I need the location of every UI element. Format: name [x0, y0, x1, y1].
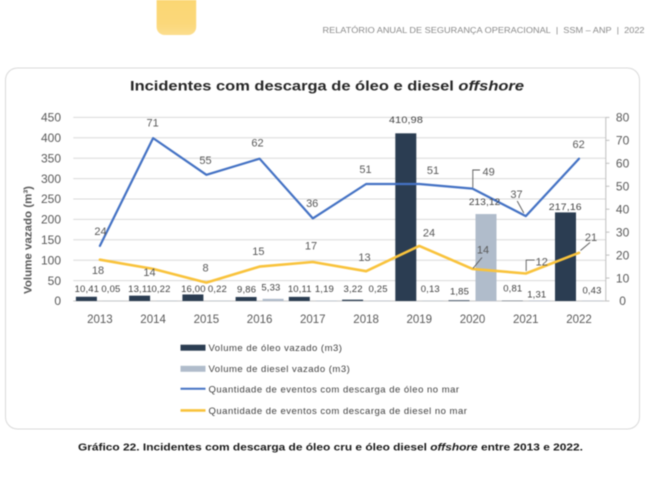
svg-text:37: 37: [510, 189, 522, 201]
svg-text:21: 21: [585, 232, 597, 244]
svg-text:2014: 2014: [140, 314, 166, 326]
svg-text:2020: 2020: [460, 314, 486, 326]
svg-text:62: 62: [251, 138, 263, 150]
svg-text:5,33: 5,33: [261, 283, 280, 294]
svg-text:2018: 2018: [353, 314, 379, 326]
svg-text:2019: 2019: [407, 314, 433, 326]
svg-text:8: 8: [202, 263, 208, 275]
svg-text:40: 40: [616, 202, 630, 216]
svg-text:0,22: 0,22: [208, 284, 227, 295]
svg-text:0,13: 0,13: [421, 284, 440, 295]
svg-text:250: 250: [41, 192, 61, 206]
svg-text:24: 24: [94, 226, 106, 238]
svg-text:24: 24: [423, 228, 435, 240]
svg-text:60: 60: [616, 157, 630, 171]
svg-text:10,11: 10,11: [288, 284, 312, 295]
svg-text:71: 71: [146, 118, 158, 130]
svg-text:2017: 2017: [300, 314, 326, 326]
svg-text:18: 18: [92, 265, 104, 277]
svg-text:14: 14: [143, 267, 155, 279]
svg-text:3,22: 3,22: [344, 284, 363, 295]
svg-text:1,31: 1,31: [527, 289, 546, 300]
svg-text:20: 20: [616, 248, 630, 262]
svg-text:80: 80: [616, 111, 630, 125]
svg-text:213,12: 213,12: [469, 197, 501, 208]
svg-text:62: 62: [572, 139, 584, 151]
svg-text:55: 55: [199, 155, 211, 167]
svg-text:2016: 2016: [247, 314, 273, 326]
svg-text:400: 400: [41, 131, 61, 145]
svg-text:2013: 2013: [87, 314, 113, 326]
svg-text:300: 300: [41, 172, 61, 186]
svg-text:2021: 2021: [513, 314, 539, 326]
svg-text:RELATÓRIO ANUAL DE SEGURANÇA O: RELATÓRIO ANUAL DE SEGURANÇA OPERACIONAL…: [323, 25, 645, 35]
svg-text:Quantidade de eventos com desc: Quantidade de eventos com descarga de ól…: [209, 384, 460, 395]
svg-text:150: 150: [41, 233, 61, 247]
svg-text:0: 0: [54, 294, 61, 308]
svg-text:Incidentes com descarga de óle: Incidentes com descarga de óleo e diesel…: [130, 78, 525, 93]
svg-text:0,25: 0,25: [369, 284, 388, 295]
svg-text:16,00: 16,00: [181, 284, 206, 295]
svg-text:Volume vazado (m³): Volume vazado (m³): [23, 186, 35, 294]
svg-text:1,19: 1,19: [315, 284, 334, 295]
svg-text:450: 450: [41, 111, 61, 125]
svg-text:10: 10: [616, 271, 630, 285]
svg-text:13,11: 13,11: [128, 284, 152, 295]
svg-text:2015: 2015: [194, 314, 220, 326]
svg-text:36: 36: [306, 198, 318, 210]
svg-text:13: 13: [358, 252, 370, 264]
svg-text:17: 17: [305, 241, 317, 253]
svg-text:1,85: 1,85: [450, 287, 469, 298]
svg-text:51: 51: [359, 164, 371, 176]
svg-text:51: 51: [427, 165, 439, 177]
svg-text:49: 49: [482, 167, 494, 179]
svg-text:217,16: 217,16: [549, 202, 582, 213]
svg-text:9,86: 9,86: [237, 284, 256, 295]
svg-text:0,43: 0,43: [582, 285, 601, 296]
svg-text:0,05: 0,05: [101, 284, 120, 295]
svg-text:70: 70: [616, 134, 630, 148]
svg-text:350: 350: [41, 151, 61, 165]
svg-text:2022: 2022: [566, 314, 592, 326]
svg-text:410,98: 410,98: [389, 115, 423, 126]
svg-text:12: 12: [536, 256, 548, 268]
svg-text:0: 0: [619, 294, 626, 308]
svg-text:50: 50: [48, 274, 62, 288]
svg-text:Gráfico 22. Incidentes com des: Gráfico 22. Incidentes com descarga de ó…: [78, 443, 583, 454]
svg-text:0,81: 0,81: [503, 283, 522, 294]
svg-text:50: 50: [616, 179, 630, 193]
svg-text:200: 200: [41, 213, 61, 227]
svg-text:15: 15: [252, 246, 264, 258]
svg-text:Volume de óleo vazado (m3): Volume de óleo vazado (m3): [209, 343, 343, 354]
svg-text:Quantidade de eventos com desc: Quantidade de eventos com descarga de di…: [209, 406, 468, 417]
svg-text:30: 30: [616, 225, 630, 239]
svg-text:100: 100: [41, 253, 61, 267]
svg-text:10,41: 10,41: [75, 284, 100, 295]
svg-text:14: 14: [477, 245, 489, 257]
svg-text:0,22: 0,22: [151, 284, 170, 295]
svg-text:Volume de diesel vazado (m3): Volume de diesel vazado (m3): [209, 364, 351, 375]
